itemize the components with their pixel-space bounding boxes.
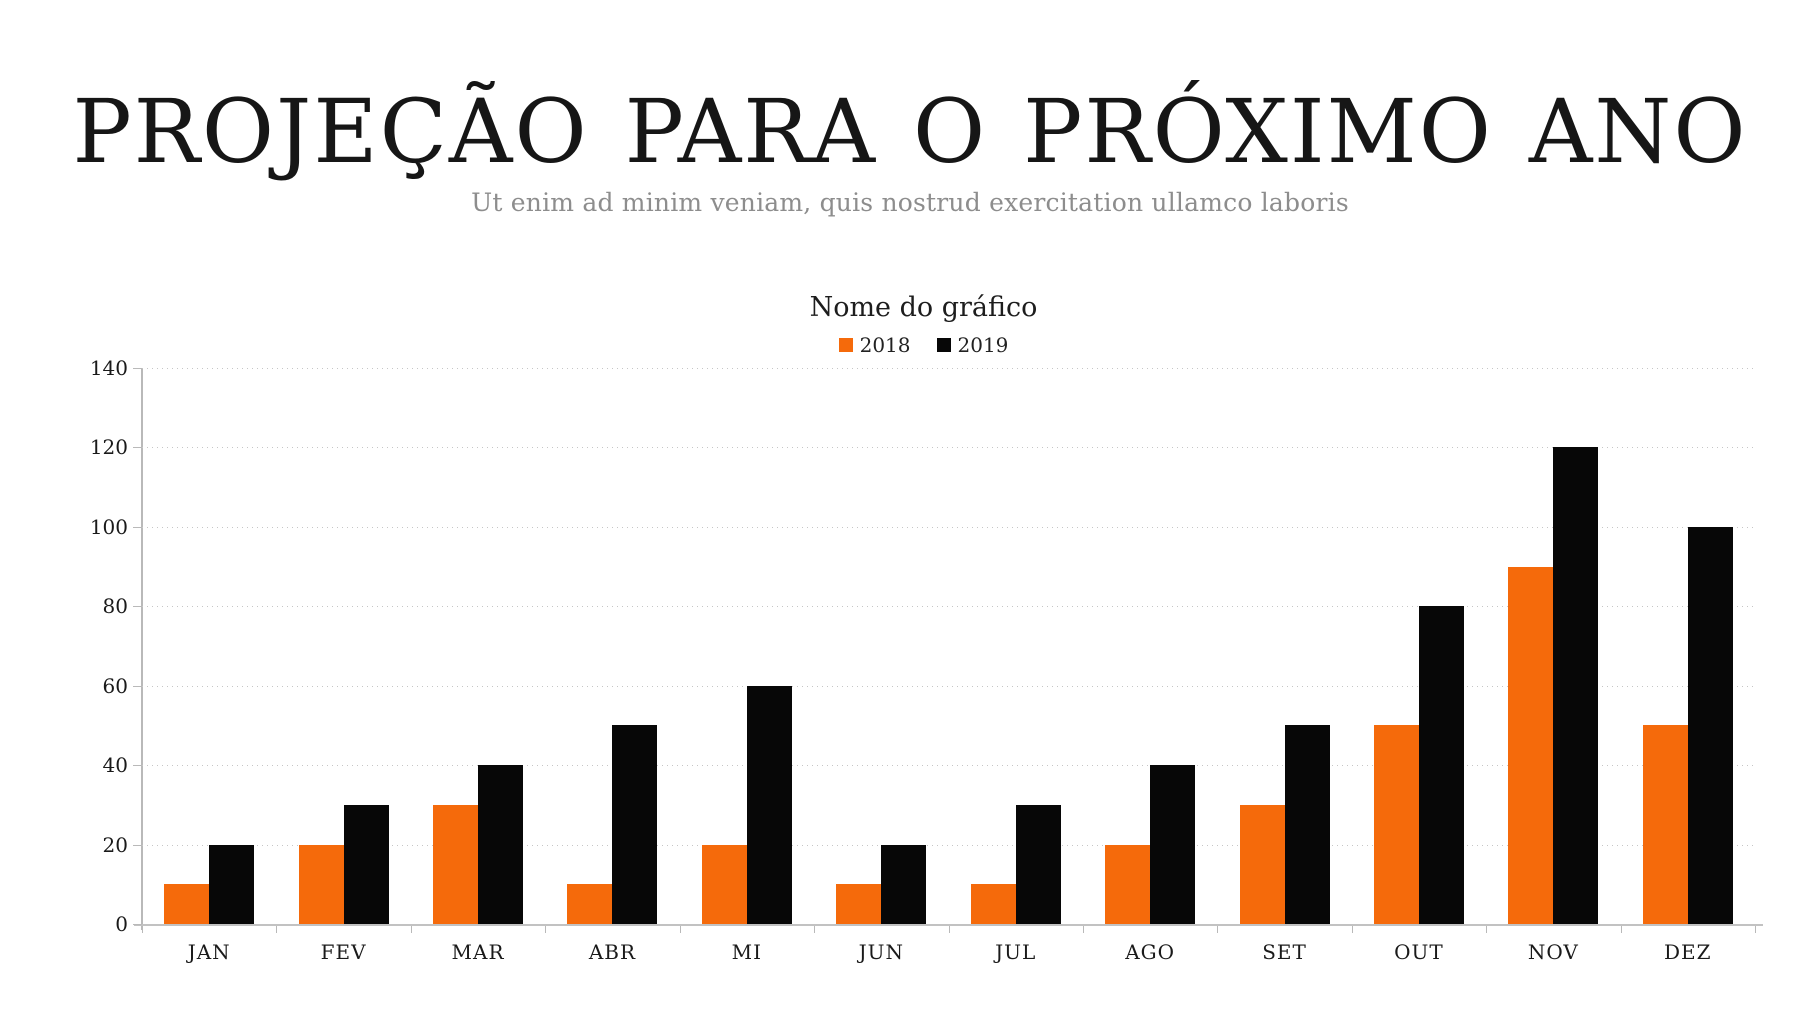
bar-2019-mar <box>478 765 524 924</box>
x-axis-label-mi: MI <box>731 940 763 964</box>
bar-2018-out <box>1373 725 1419 924</box>
legend-swatch-2018 <box>838 338 853 352</box>
x-axis-tick <box>1486 926 1488 933</box>
gridline-20 <box>142 844 1755 846</box>
x-axis-tick <box>410 926 412 933</box>
x-axis-tick <box>1351 926 1353 933</box>
gridline-40 <box>142 765 1755 767</box>
x-axis-label-dez: DEZ <box>1664 940 1712 964</box>
legend-label-2019: 2019 <box>957 333 1009 357</box>
bar-2018-set <box>1239 804 1285 924</box>
bar-2019-mi <box>746 685 792 924</box>
y-axis-label: 80 <box>102 594 128 619</box>
x-axis-tick <box>276 926 278 933</box>
x-axis-label-set: SET <box>1262 940 1307 964</box>
bar-2018-mi <box>701 844 747 924</box>
y-axis-tick <box>133 924 142 925</box>
bar-2018-jun <box>836 884 882 924</box>
x-axis-label-jan: JAN <box>187 940 231 964</box>
x-axis-tick <box>679 926 681 933</box>
y-axis-label: 0 <box>115 912 128 936</box>
bar-2019-jan <box>209 844 255 924</box>
bar-2019-dez <box>1687 526 1733 924</box>
x-axis-tick <box>142 926 143 933</box>
y-axis-tick <box>133 368 142 369</box>
x-axis-label-abr: ABR <box>588 940 637 964</box>
y-axis-label: 20 <box>102 832 128 857</box>
y-axis-tick <box>133 526 142 528</box>
bar-2018-fev <box>298 844 344 924</box>
x-axis-tick <box>1620 926 1622 933</box>
bar-2019-jun <box>881 844 927 924</box>
y-axis-tick <box>133 765 142 767</box>
bar-2018-mar <box>433 804 479 924</box>
x-axis-tick <box>1755 926 1756 933</box>
y-axis-tick <box>133 685 142 687</box>
bar-2019-abr <box>612 725 658 924</box>
y-axis-label: 120 <box>89 435 128 460</box>
page-title: PROJEÇÃO PARA O PRÓXIMO ANO <box>72 80 1748 183</box>
x-axis-label-jun: JUN <box>858 940 904 964</box>
gridline-60 <box>142 685 1755 687</box>
bar-2019-nov <box>1553 447 1599 924</box>
x-axis-tick <box>814 926 816 933</box>
gridline-80 <box>142 606 1755 608</box>
x-axis-label-out: OUT <box>1394 940 1444 964</box>
y-axis-label: 40 <box>102 753 128 778</box>
y-axis-label: 60 <box>102 673 128 698</box>
x-axis-line <box>134 924 1763 926</box>
bar-2018-ago <box>1105 844 1151 924</box>
bar-2018-jan <box>164 884 210 924</box>
x-axis-label-nov: NOV <box>1527 940 1579 964</box>
gridline-100 <box>142 526 1755 528</box>
x-axis-tick <box>545 926 547 933</box>
bar-2018-jul <box>970 884 1016 924</box>
legend-item-2018: 2018 <box>838 333 911 357</box>
bar-2019-ago <box>1150 765 1196 924</box>
y-axis-tick <box>133 606 142 608</box>
bar-2018-abr <box>567 884 613 924</box>
x-axis-tick <box>948 926 950 933</box>
bar-2019-out <box>1418 606 1464 924</box>
gridline-140 <box>142 368 1755 369</box>
legend-item-2019: 2019 <box>936 333 1009 357</box>
chart-title: Nome do gráfico <box>809 292 1038 323</box>
y-axis-label: 140 <box>89 356 128 380</box>
y-axis-tick <box>133 844 142 846</box>
gridline-120 <box>142 447 1755 449</box>
bar-2019-fev <box>343 804 389 924</box>
x-axis-tick <box>1082 926 1084 933</box>
page-subtitle: Ut enim ad minim veniam, quis nostrud ex… <box>471 188 1349 217</box>
y-axis-line <box>141 368 143 930</box>
bar-2019-set <box>1284 725 1330 924</box>
x-axis-tick <box>1217 926 1219 933</box>
bar-2019-jul <box>1015 804 1061 924</box>
x-axis-label-jul: JUL <box>995 940 1037 964</box>
plot-area: 140 120 100 80 60 40 20 0 JAN FEV MAR ABR MI JUN JUL AG… <box>90 356 1763 964</box>
y-axis-tick <box>133 447 142 449</box>
bar-2018-nov <box>1508 566 1554 924</box>
x-axis-label-fev: FEV <box>320 940 367 964</box>
bar-2018-dez <box>1642 725 1688 924</box>
legend-swatch-2019 <box>936 338 951 352</box>
chart-legend: 2018 2019 <box>92 333 1755 357</box>
x-axis-label-mar: MAR <box>451 940 505 964</box>
y-axis-label: 100 <box>89 514 128 539</box>
x-axis-label-ago: AGO <box>1125 940 1176 964</box>
legend-label-2018: 2018 <box>859 333 911 357</box>
